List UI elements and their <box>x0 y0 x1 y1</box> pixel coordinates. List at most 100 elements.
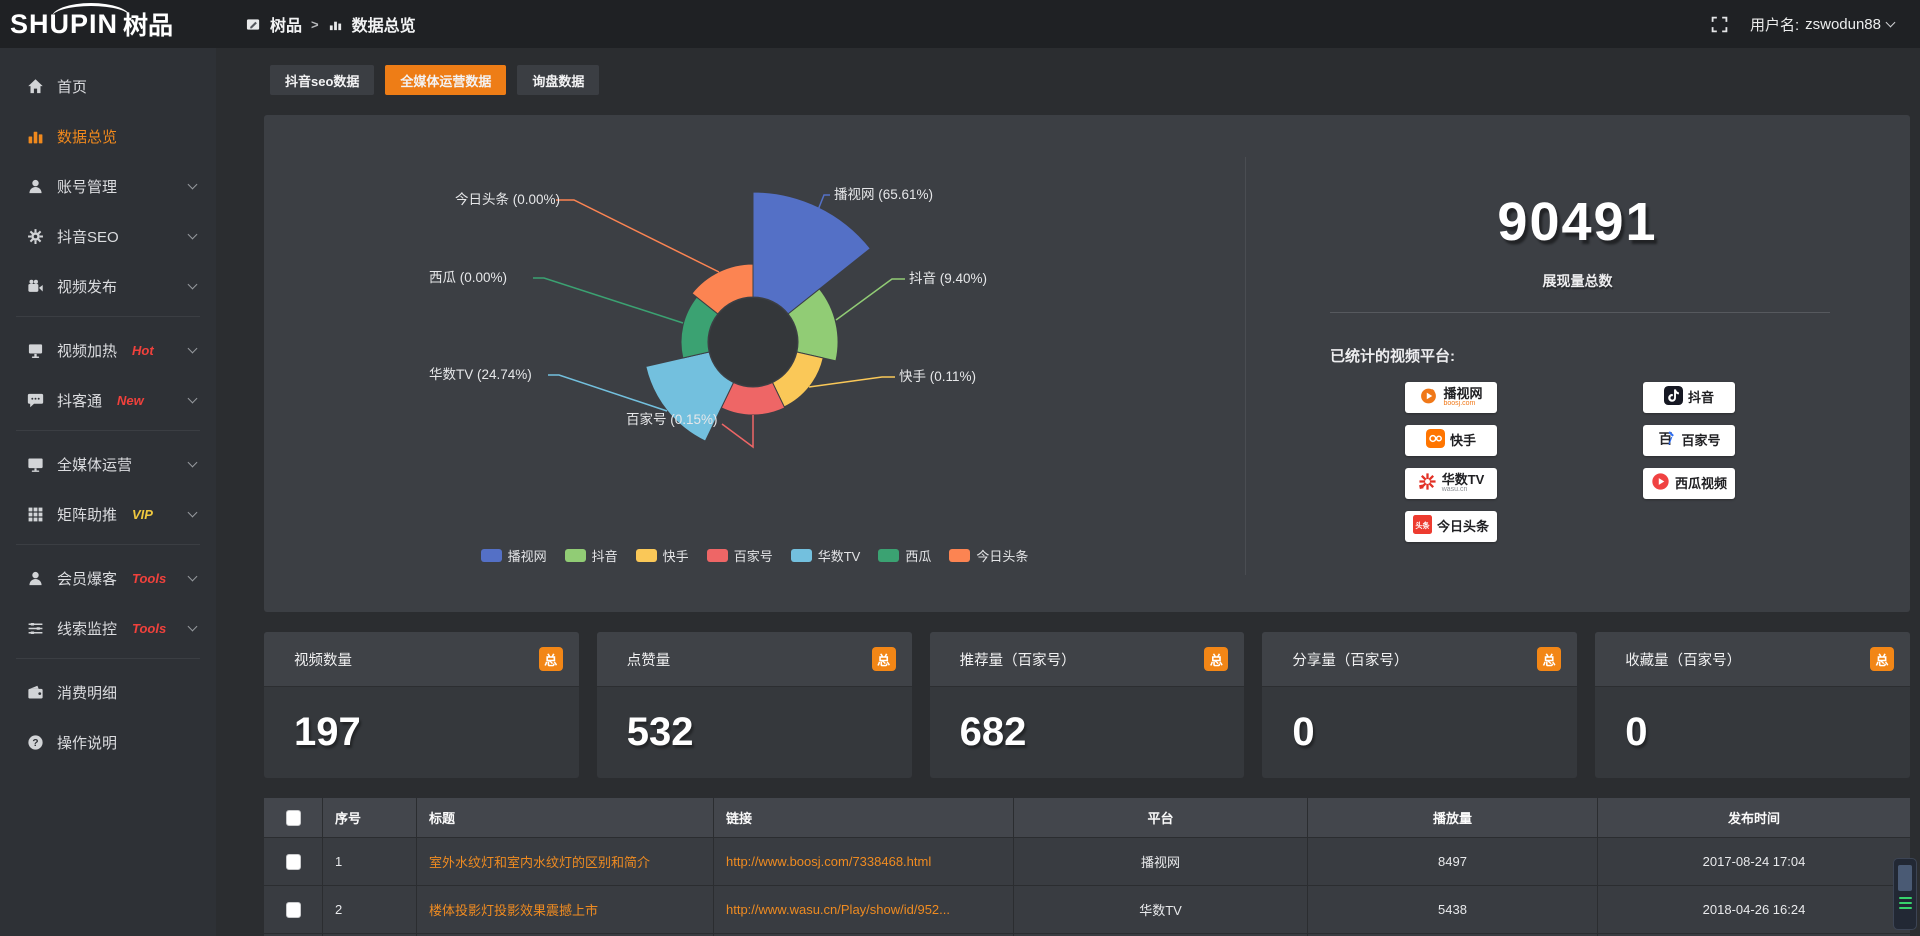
pie-label-line <box>548 374 668 412</box>
cell-url-link[interactable]: http://www.boosj.com/7338468.html <box>714 838 1013 885</box>
total-badge[interactable]: 总 <box>1537 647 1562 671</box>
pie-label-line <box>556 199 720 273</box>
row-checkbox[interactable] <box>285 901 301 918</box>
sliders-icon <box>27 620 44 637</box>
pie-label: 百家号 (0.15%) <box>626 411 718 427</box>
sidebar-item-label: 抖音SEO <box>57 228 119 246</box>
legend-label: 西瓜 <box>905 549 932 564</box>
table-header-row: 序号 标题 链接 平台 播放量 发布时间 <box>264 798 1910 837</box>
cell-empty <box>1598 934 1910 936</box>
total-badge[interactable]: 总 <box>1869 647 1894 671</box>
overview-panel: 播视网 (65.61%) 抖音 (9.40%) 快手 (0.11%) 百家号 (0.1… <box>264 115 1910 612</box>
platform-name: 快手 <box>1449 432 1476 448</box>
sidebar-item[interactable]: 消费明细 <box>0 667 216 717</box>
row-checkbox-cell <box>264 886 322 933</box>
breadcrumb-chart-icon <box>328 17 343 32</box>
legend-item-百家号[interactable]: 百家号 <box>706 546 773 565</box>
pie-slice-抖音[interactable] <box>787 288 839 362</box>
impressions-total-value: 90491 <box>1497 192 1658 252</box>
legend-item-西瓜[interactable]: 西瓜 <box>878 546 931 565</box>
cell-plays: 5438 <box>1308 886 1597 933</box>
chevron-down-icon <box>187 343 198 354</box>
sidebar-item-label: 首页 <box>57 78 88 96</box>
total-badge[interactable]: 总 <box>538 647 563 671</box>
stat-card-title: 收藏量（百家号） <box>1625 652 1742 669</box>
total-badge[interactable]: 总 <box>871 647 896 671</box>
cell-title-link[interactable]: 楼体投影灯投影效果震撼上市 <box>417 886 713 933</box>
table-header-checkbox-cell <box>264 798 322 837</box>
sidebar-item[interactable]: 视频加热 Hot <box>0 325 216 375</box>
platform-badge-播视网[interactable]: 播视网 boosj.com <box>1405 382 1497 413</box>
stat-card-title: 推荐量（百家号） <box>959 652 1076 669</box>
pie-slice-今日头条[interactable] <box>691 263 754 315</box>
chat-icon <box>27 392 44 409</box>
floating-widget[interactable] <box>1893 858 1917 930</box>
sidebar-item[interactable]: 会员爆客 Tools <box>0 553 216 603</box>
stat-card-header: 分享量（百家号） 总 <box>1262 632 1578 687</box>
legend-item-抖音[interactable]: 抖音 <box>564 546 618 565</box>
platform-name: 播视网 <box>1443 385 1483 401</box>
breadcrumb-root[interactable]: 树品 <box>270 18 303 35</box>
legend-item-播视网[interactable]: 播视网 <box>480 546 547 565</box>
sidebar-item-label: 操作说明 <box>57 734 118 752</box>
sidebar-item[interactable]: 抖音SEO <box>0 211 216 261</box>
fullscreen-icon[interactable] <box>1711 16 1728 33</box>
table-header-标题: 标题 <box>417 798 713 837</box>
sidebar-item-label: 抖客通 <box>57 392 103 410</box>
cell-num: 2 <box>323 886 416 933</box>
legend-item-华数TV[interactable]: 华数TV <box>790 546 860 565</box>
cell-url-link[interactable]: http://www.wasu.cn/Play/show/id/952... <box>714 886 1013 933</box>
legend-swatch <box>790 549 812 562</box>
platform-badge-抖音[interactable]: 抖音 <box>1643 382 1735 413</box>
platform-share-pie-chart[interactable]: 播视网 (65.61%) 抖音 (9.40%) 快手 (0.11%) 百家号 (0.1… <box>264 115 1245 585</box>
pie-label: 西瓜 (0.00%) <box>429 270 507 285</box>
chart-icon <box>27 128 44 145</box>
row-checkbox[interactable] <box>285 853 301 870</box>
chevron-down-icon <box>187 507 198 518</box>
table-row: 2 楼体投影灯投影效果震撼上市 http://www.wasu.cn/Play/sh… <box>264 886 1910 933</box>
user-menu[interactable]: 用户名: zswodun88 <box>1750 14 1896 35</box>
sidebar-item[interactable]: 账号管理 <box>0 161 216 211</box>
pie-slice-播视网[interactable] <box>752 191 872 315</box>
pie-label-line <box>835 278 905 321</box>
sidebar-item[interactable]: 矩阵助推 VIP <box>0 489 216 539</box>
select-all-checkbox[interactable] <box>285 809 301 826</box>
sidebar-menu: 首页 数据总览 账号管理 抖音SEO 视频发布 视频加热 Hot 抖客通 New 全媒体运营 矩阵助… <box>0 48 216 767</box>
platform-badge-今日头条[interactable]: 头条 今日头条 <box>1405 511 1497 542</box>
sidebar-item-label: 矩阵助推 <box>57 506 118 524</box>
sidebar: 首页 数据总览 账号管理 抖音SEO 视频发布 视频加热 Hot 抖客通 New 全媒体运营 矩阵助… <box>0 48 216 936</box>
breadcrumb-current: 数据总览 <box>351 18 416 35</box>
sidebar-item[interactable]: 视频发布 <box>0 261 216 311</box>
pie-slice-华数TV[interactable] <box>645 351 735 442</box>
screen-icon <box>27 342 44 359</box>
sidebar-item[interactable]: ? 操作说明 <box>0 717 216 767</box>
logo-text-cn: 树品 <box>123 12 174 40</box>
platform-badge-华数TV[interactable]: 华数TV wasu.cn <box>1405 468 1497 499</box>
app-logo: SHUPIN 树品 <box>0 0 216 48</box>
sidebar-badge-vip: VIP <box>132 506 153 522</box>
breadcrumb-doc-icon <box>246 17 261 32</box>
tab-询盘数据[interactable]: 询盘数据 <box>517 65 600 95</box>
legend-swatch <box>564 549 586 562</box>
cell-platform: 播视网 <box>1014 838 1307 885</box>
cell-title-link[interactable]: 室外水纹灯和室内水纹灯的区别和简介 <box>417 838 713 885</box>
sidebar-item[interactable]: 全媒体运营 <box>0 439 216 489</box>
platform-name: 抖音 <box>1687 389 1714 405</box>
platform-sub: boosj.com <box>1443 399 1476 407</box>
pie-label: 今日头条 (0.00%) <box>455 191 560 207</box>
sidebar-item[interactable]: 数据总览 <box>0 111 216 161</box>
legend-item-今日头条[interactable]: 今日头条 <box>949 546 1028 565</box>
platform-badge-西瓜视频[interactable]: 西瓜视频 <box>1643 468 1735 499</box>
tab-全媒体运营数据[interactable]: 全媒体运营数据 <box>385 65 507 95</box>
platform-badge-快手[interactable]: 快手 <box>1405 425 1497 456</box>
sidebar-item[interactable]: 线索监控 Tools <box>0 603 216 653</box>
sidebar-item[interactable]: 首页 <box>0 61 216 111</box>
stat-card: 推荐量（百家号） 总 682 <box>929 632 1245 778</box>
tab-抖音seo数据[interactable]: 抖音seo数据 <box>270 65 375 95</box>
sidebar-item[interactable]: 抖客通 New <box>0 375 216 425</box>
legend-item-快手[interactable]: 快手 <box>635 546 689 565</box>
chevron-down-icon <box>187 279 198 290</box>
total-badge[interactable]: 总 <box>1204 647 1229 671</box>
platform-badge-百家号[interactable]: 百百家号 <box>1643 425 1735 456</box>
legend-label: 快手 <box>662 549 689 564</box>
